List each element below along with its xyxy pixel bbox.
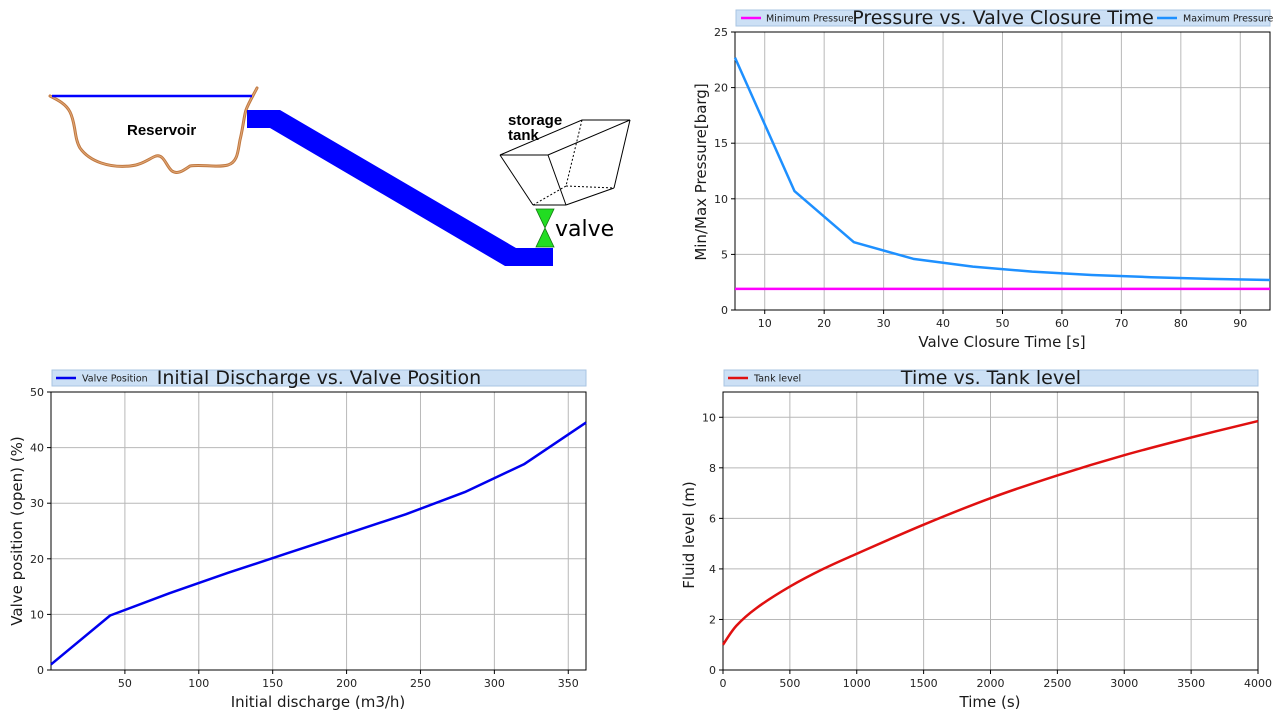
pressure-xtick-label: 80 [1174,317,1188,330]
discharge-ytick-label: 20 [30,553,44,566]
tank-ytick-label: 6 [709,512,716,525]
pressure-xtick-label: 90 [1233,317,1247,330]
tank-xtick-label: 2500 [1043,677,1071,690]
reservoir-label: Reservoir [127,122,196,139]
discharge-chart: Valve Position Initial Discharge vs. Val… [8,367,587,711]
pressure-xtick-label: 50 [996,317,1010,330]
discharge-y-axis-label: Valve position (open) (%) [8,436,26,625]
tank-x-axis-label: Time (s) [959,693,1021,711]
valve-label: valve [555,217,614,242]
pressure-plot-area: 10 20 30 40 50 60 70 80 90 0 5 10 15 20 25 [714,26,1271,330]
legend-minimum-pressure: Minimum Pressure [766,14,854,25]
penstock-pipe [247,110,553,266]
pressure-xtick-label: 60 [1055,317,1069,330]
discharge-plot-frame [50,391,587,671]
pressure-xtick-label: 40 [936,317,950,330]
pressure-chart: Minimum Pressure Maximum Pressure Pressu… [692,7,1274,351]
pressure-x-axis-label: Valve Closure Time [s] [918,333,1085,351]
discharge-ytick-label: 30 [30,497,44,510]
discharge-xtick-label: 200 [336,677,357,690]
pressure-chart-title: Pressure vs. Valve Closure Time [852,7,1154,29]
pressure-ytick-label: 10 [714,193,728,206]
pressure-ytick-label: 0 [721,304,728,317]
pressure-ytick-label: 15 [714,137,728,150]
tank-ytick-label: 2 [709,613,716,626]
tank-xtick-label: 4000 [1244,677,1272,690]
tank-chart-title: Time vs. Tank level [900,367,1081,389]
tank-xtick-label: 0 [720,677,727,690]
tank-legend-bar [723,369,1259,387]
tank-xtick-label: 3500 [1177,677,1205,690]
discharge-x-axis-label: Initial discharge (m3/h) [231,693,406,711]
pressure-xtick-label: 70 [1114,317,1128,330]
pressure-xtick-label: 30 [877,317,891,330]
pressure-y-axis-label: Min/Max Pressure[barg] [692,83,710,260]
pressure-ytick-label: 25 [714,26,728,39]
discharge-xtick-label: 250 [410,677,431,690]
pressure-plot-frame [734,31,1271,311]
discharge-ytick-label: 50 [30,386,44,399]
discharge-ytick-label: 0 [37,664,44,677]
pressure-ytick-label: 20 [714,82,728,95]
legend-maximum-pressure: Maximum Pressure [1183,14,1274,25]
tank-xtick-label: 1000 [843,677,871,690]
tank-ytick-label: 10 [702,411,716,424]
discharge-ytick-label: 10 [30,608,44,621]
pressure-series-maximum-pressure [733,57,1271,282]
discharge-xtick-label: 100 [188,677,209,690]
legend-tank-level: Tank level [753,374,801,385]
tank-ytick-label: 8 [709,462,716,475]
tank-ytick-label: 0 [709,664,716,677]
discharge-series-valve-position [50,421,587,666]
tank-xtick-label: 1500 [910,677,938,690]
tank-ytick-label: 4 [709,563,716,576]
discharge-xtick-label: 300 [484,677,505,690]
tank-xtick-label: 3000 [1110,677,1138,690]
tank-xtick-label: 2000 [977,677,1005,690]
discharge-legend-bar [51,369,587,387]
tank-label-tank: tank [508,127,540,144]
discharge-chart-title: Initial Discharge vs. Valve Position [157,367,481,389]
pressure-xtick-label: 10 [758,317,772,330]
tank-y-axis-label: Fluid level (m) [680,481,698,589]
tank-plot-area: 0 500 1000 1500 2000 2500 3000 3500 4000 0 2 4 6 8 10 [702,391,1272,690]
discharge-ytick-label: 40 [30,442,44,455]
tank-xtick-label: 500 [779,677,800,690]
tank-series-tank-level [721,419,1259,646]
tank-plot-frame [722,391,1259,671]
pressure-legend-bar [735,9,1271,27]
pipeline-diagram: Reservoir storage tank valve [48,86,631,266]
storage-tank [499,119,631,206]
discharge-xtick-label: 350 [558,677,579,690]
discharge-plot-area: 50 100 150 200 250 300 350 0 10 20 30 40 50 [30,386,587,690]
discharge-xtick-label: 50 [118,677,132,690]
tank-chart: Tank level Time vs. Tank level 0 500 1000 1… [680,367,1272,711]
discharge-xtick-label: 150 [262,677,283,690]
pressure-xtick-label: 20 [817,317,831,330]
pressure-ytick-label: 5 [721,248,728,261]
legend-valve-position: Valve Position [82,374,148,385]
tank-label-storage: storage [508,112,562,129]
valve-icon [535,208,555,248]
